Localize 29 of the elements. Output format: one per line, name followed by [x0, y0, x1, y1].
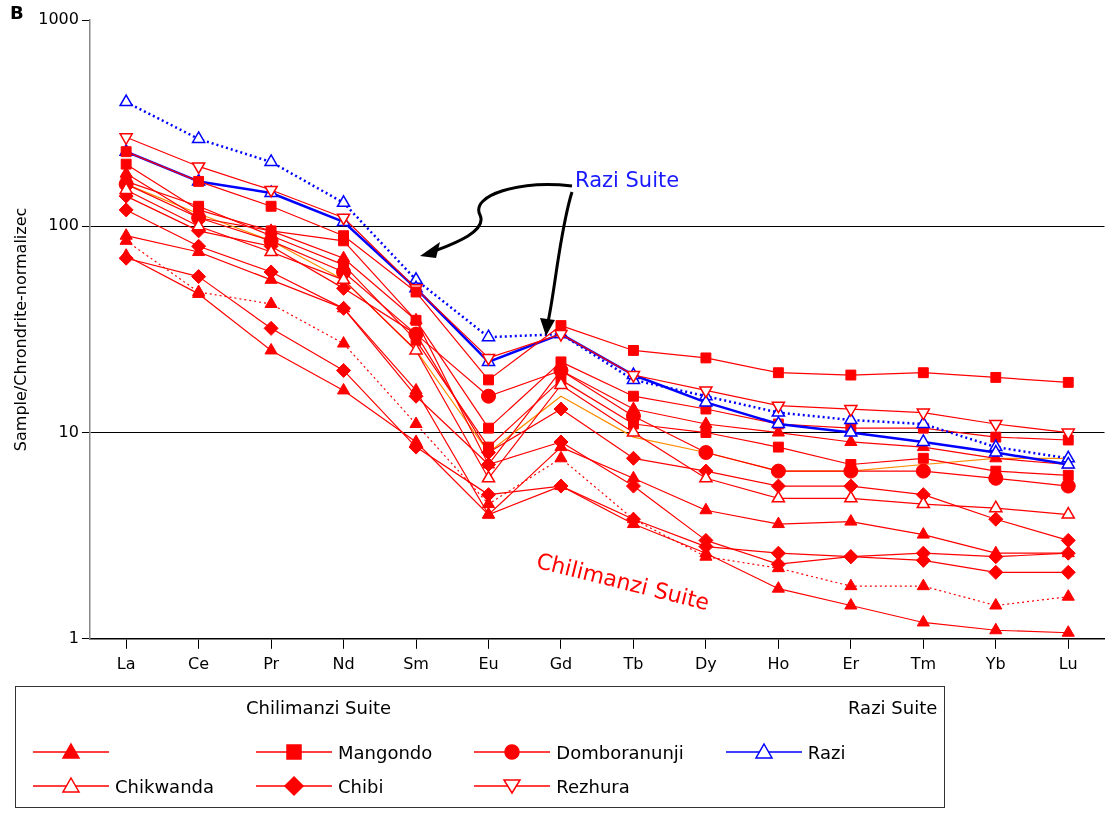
- x-tick-label: Gd: [549, 653, 573, 673]
- x-tick-label: Nd: [332, 653, 355, 673]
- x-tick-label: Yb: [984, 653, 1006, 673]
- x-tick-label: Tb: [622, 653, 644, 673]
- x-tick-label: Lu: [1058, 653, 1078, 673]
- y-tick-label: 10: [58, 421, 79, 441]
- x-tick-label: Dy: [695, 653, 717, 673]
- x-tick-label: Eu: [478, 653, 499, 673]
- x-tick-label: Ho: [767, 653, 790, 673]
- y-axis-title: Sample/Chrondrite-normalizec: [10, 207, 30, 452]
- y-tick-label: 1000: [38, 9, 79, 29]
- y-tick-label: 100: [48, 215, 79, 235]
- legend-label: Chikwanda: [115, 775, 215, 797]
- text: B: [10, 2, 24, 23]
- text: Razi Suite: [848, 697, 938, 718]
- legend-label: Domboranunji: [556, 741, 684, 763]
- x-tick-label: Pr: [263, 653, 280, 673]
- x-tick-label: Tm: [909, 653, 936, 673]
- x-tick-label: Ce: [188, 653, 210, 673]
- legend-label: Mangondo: [338, 741, 433, 763]
- y-tick-label: 1: [68, 627, 79, 647]
- legend-label: Rezhura: [556, 775, 630, 797]
- legend-title: Chilimanzi Suite: [246, 697, 392, 718]
- annotation: Razi Suite: [575, 168, 680, 192]
- legend-label: Razi: [807, 741, 846, 763]
- legend-label: Chibi: [338, 775, 384, 797]
- x-tick-label: Er: [842, 653, 860, 673]
- x-tick-label: La: [116, 653, 136, 673]
- x-tick-label: Sm: [403, 653, 429, 673]
